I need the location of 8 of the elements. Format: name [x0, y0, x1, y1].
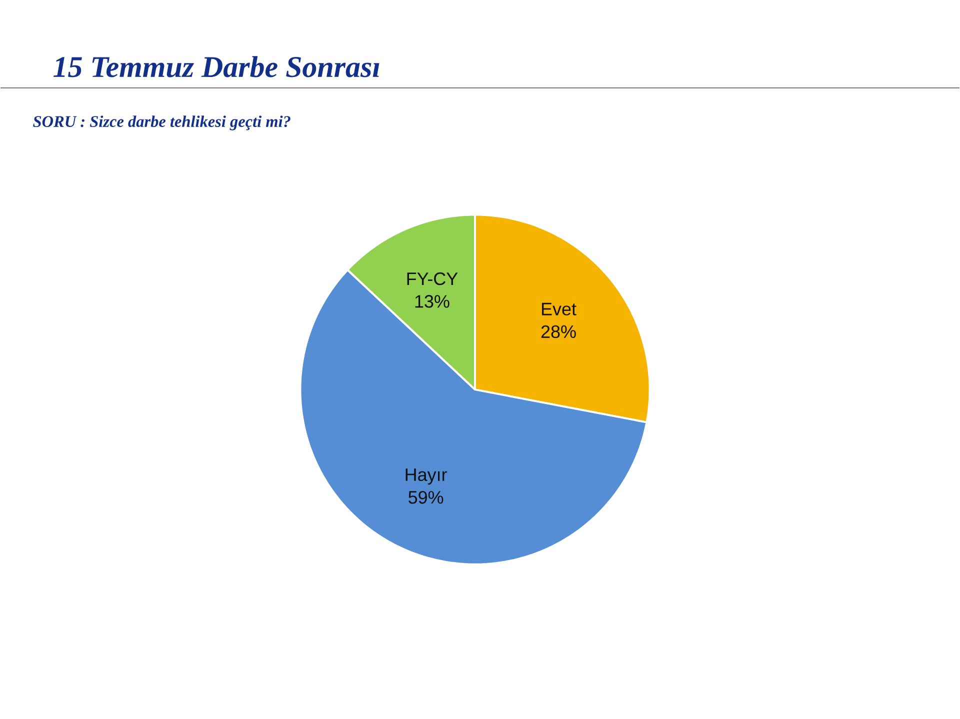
slice-label: Evet	[542, 302, 576, 316]
text: SORU : Sizce darbe tehlikesi geçti mi?	[33, 115, 290, 130]
slice-label: FY-CY	[407, 272, 458, 286]
data-label: 28%	[541, 325, 576, 338]
data-label: 59%	[408, 490, 444, 504]
chart-title: 15 Temmuz Darbe Sonrası	[53, 56, 380, 78]
data-label: 13%	[415, 294, 450, 308]
slice-label: Hayır	[406, 468, 447, 485]
